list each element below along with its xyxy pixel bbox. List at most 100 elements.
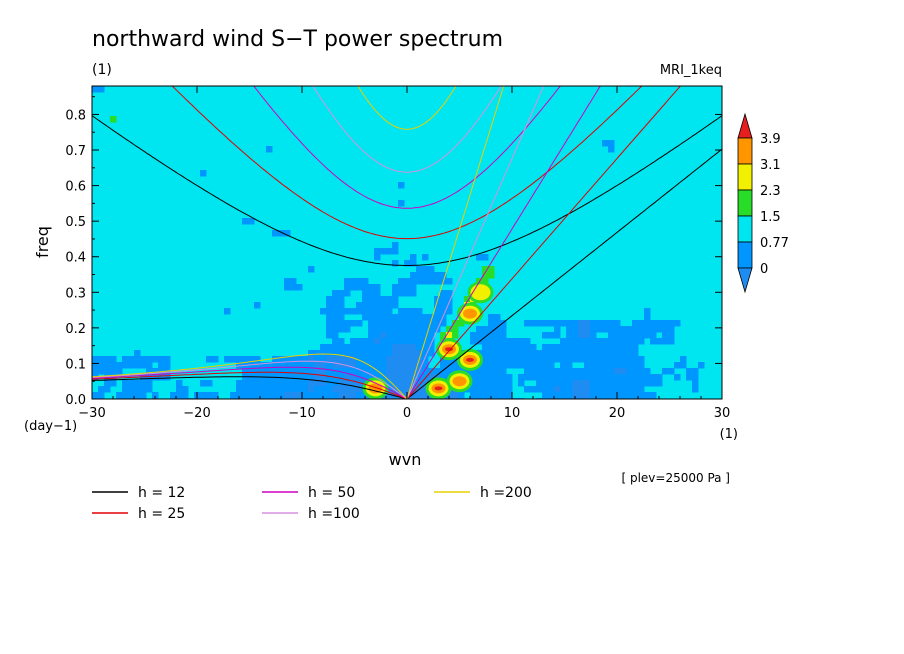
field-cell — [614, 386, 621, 393]
field-cell — [464, 296, 471, 303]
field-cell — [374, 356, 381, 363]
field-cell — [344, 290, 351, 297]
field-cell — [356, 308, 363, 315]
field-cell — [104, 356, 111, 363]
field-cell — [362, 308, 369, 315]
field-cell — [566, 320, 573, 327]
field-cell — [362, 278, 369, 285]
dispersion-curve-rossby — [92, 376, 408, 399]
field-cell — [254, 392, 261, 399]
field-cell — [290, 368, 297, 375]
field-cell — [476, 386, 483, 393]
field-cell — [632, 320, 639, 327]
field-cell — [326, 380, 333, 387]
field-cell — [584, 362, 591, 369]
field-cell — [410, 314, 417, 321]
field-cell — [356, 320, 363, 327]
field-cell — [374, 314, 381, 321]
field-cell — [506, 380, 513, 387]
field-cell — [314, 350, 321, 357]
field-cell — [626, 356, 633, 363]
field-cell — [272, 386, 279, 393]
x-tick-label: −10 — [288, 406, 315, 421]
field-cell — [314, 362, 321, 369]
field-cell — [524, 356, 531, 363]
field-cell — [362, 284, 369, 291]
field-cell — [596, 374, 603, 381]
field-cell — [524, 320, 531, 327]
legend-label: h = 12 — [138, 485, 185, 501]
field-cell — [338, 380, 345, 387]
field-cell — [572, 374, 579, 381]
field-cell — [326, 368, 333, 375]
field-cell — [380, 356, 387, 363]
field-cell — [368, 362, 375, 369]
field-cell — [590, 356, 597, 363]
field-cell — [176, 380, 183, 387]
field-cell — [368, 356, 375, 363]
field-cell — [398, 344, 405, 351]
field-cell — [350, 374, 357, 381]
x-tick-label: 30 — [714, 406, 731, 421]
field-cell — [338, 392, 345, 399]
field-cell — [476, 368, 483, 375]
field-cell — [314, 368, 321, 375]
field-cell — [356, 386, 363, 393]
y-tick-label: 0.0 — [65, 393, 86, 408]
field-cell — [590, 374, 597, 381]
field-cell — [410, 260, 417, 267]
colorbar: 3.9 3.1 2.3 1.5 0.77 0 — [737, 112, 789, 294]
field-cell — [368, 374, 375, 381]
field-cell — [206, 380, 213, 387]
field-cell — [500, 338, 507, 345]
field-cell — [488, 362, 495, 369]
field-cell — [434, 374, 441, 381]
field-cell — [644, 374, 651, 381]
field-cell — [326, 344, 333, 351]
field-cell — [596, 320, 603, 327]
field-cell — [242, 380, 249, 387]
field-cell — [248, 392, 255, 399]
field-cell — [602, 350, 609, 357]
field-cell — [620, 368, 627, 375]
field-cell — [386, 296, 393, 303]
field-cell — [644, 314, 651, 321]
field-cell — [446, 326, 453, 333]
field-cell — [374, 338, 381, 345]
field-cell — [398, 200, 405, 207]
field-cell — [260, 368, 267, 375]
field-cell — [326, 392, 333, 399]
colorbar-segment — [737, 137, 753, 165]
field-cell — [656, 380, 663, 387]
field-cell — [182, 386, 189, 393]
field-cell — [326, 302, 333, 309]
field-cell — [554, 326, 561, 333]
field-cell — [626, 362, 633, 369]
field-cell — [644, 326, 651, 333]
field-cell — [164, 356, 171, 363]
field-cell — [530, 386, 537, 393]
field-cell — [350, 344, 357, 351]
field-cell — [662, 368, 669, 375]
field-cell — [422, 368, 429, 375]
field-cell — [152, 374, 159, 381]
field-cell — [368, 368, 375, 375]
field-cell — [470, 386, 477, 393]
y-axis-label: freq — [33, 226, 52, 258]
field-cell — [554, 344, 561, 351]
field-cell — [482, 344, 489, 351]
field-cell — [362, 350, 369, 357]
field-cell — [392, 314, 399, 321]
field-cell — [482, 362, 489, 369]
field-cell — [116, 368, 123, 375]
field-cell — [452, 332, 459, 339]
field-cell — [650, 326, 657, 333]
field-cell — [506, 344, 513, 351]
field-cell — [380, 248, 387, 255]
field-cell — [260, 386, 267, 393]
field-cell — [512, 338, 519, 345]
field-cell — [410, 368, 417, 375]
field-cell — [398, 308, 405, 315]
field-cell — [368, 302, 375, 309]
power-field — [92, 86, 705, 399]
